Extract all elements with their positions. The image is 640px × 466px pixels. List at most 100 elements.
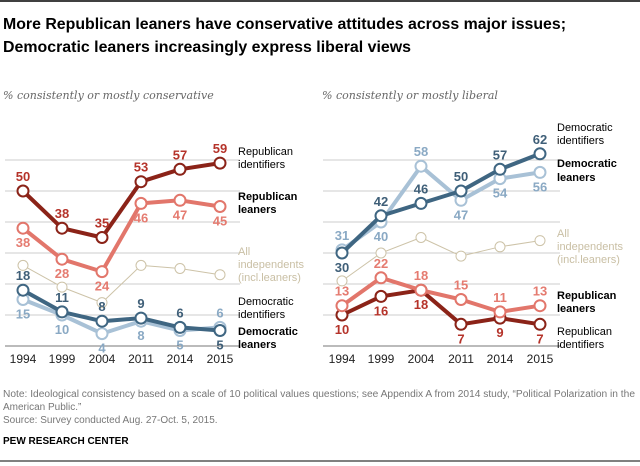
data-label: 47: [454, 207, 468, 222]
data-label: 47: [173, 207, 187, 222]
series-end-label: leaners: [557, 303, 596, 315]
data-point: [454, 317, 468, 331]
data-label: 54: [493, 186, 508, 201]
data-label: 10: [335, 322, 349, 337]
source-line: Source: Survey conducted Aug. 27-Oct. 5,…: [3, 415, 218, 426]
data-label: 24: [95, 279, 110, 294]
data-label: 56: [533, 179, 547, 194]
data-label: 4: [98, 341, 106, 356]
data-point: [134, 175, 148, 189]
data-point: [493, 162, 507, 176]
series-end-label: identifiers: [557, 135, 605, 147]
data-point: [16, 184, 30, 198]
data-point: [173, 320, 187, 334]
data-label: 46: [414, 181, 428, 196]
data-point: [95, 265, 109, 279]
data-label: 31: [335, 228, 349, 243]
series-line: [340, 164, 541, 252]
data-label: 46: [134, 210, 148, 225]
data-label: 8: [98, 299, 105, 314]
data-point: [134, 311, 148, 325]
series-end-label: Democratic: [557, 158, 617, 170]
series-line: [341, 237, 541, 282]
x-tick-label: 2014: [167, 352, 194, 366]
data-point: [95, 231, 109, 244]
series-line: [340, 275, 541, 314]
pew-logo-text: PEW RESEARCH CENTER: [3, 436, 129, 447]
data-point: [55, 305, 69, 319]
data-label: 6: [216, 305, 223, 320]
data-label: 13: [533, 284, 547, 299]
note-line-1: Note: Ideological consistency based on a…: [3, 389, 635, 400]
series-line: [340, 151, 541, 255]
data-point: [415, 232, 427, 243]
data-label: 35: [95, 216, 109, 231]
series-end-label: independents: [238, 259, 305, 271]
data-point: [414, 196, 428, 210]
data-label: 28: [55, 266, 69, 281]
data-label: 11: [55, 290, 69, 305]
data-point: [335, 246, 349, 260]
data-point: [493, 305, 507, 319]
data-point: [213, 324, 227, 337]
data-point: [213, 156, 227, 170]
data-point: [173, 193, 187, 207]
data-label: 15: [16, 307, 30, 322]
x-tick-label: 2011: [448, 352, 474, 366]
x-tick-label: 1994: [10, 352, 37, 366]
series-end-label: Democratic: [557, 122, 613, 134]
data-point: [96, 297, 108, 309]
series-end-label: identifiers: [557, 339, 605, 351]
series-end-label: leaners: [238, 204, 277, 216]
data-point: [533, 147, 547, 161]
data-point: [534, 235, 546, 247]
data-point: [55, 221, 69, 235]
data-label: 5: [176, 338, 183, 353]
series-line: [22, 264, 221, 304]
x-tick-label: 2015: [207, 352, 234, 366]
data-point: [494, 241, 506, 253]
data-point: [374, 289, 388, 303]
data-point: [56, 281, 68, 293]
data-point: [336, 275, 348, 287]
data-label: 50: [454, 169, 468, 184]
data-point: [533, 317, 547, 331]
data-label: 58: [414, 144, 428, 159]
x-tick-label: 2004: [89, 352, 116, 366]
series-end-label: All: [557, 228, 569, 240]
x-tick-label: 1999: [49, 352, 76, 366]
series-line: [22, 288, 221, 333]
series-end-label: leaners: [557, 172, 596, 184]
x-tick-label: 2011: [128, 352, 154, 366]
x-tick-label: 1994: [329, 352, 356, 366]
data-point: [17, 259, 29, 271]
data-point: [55, 252, 69, 266]
data-point: [533, 165, 547, 179]
series-line: [341, 288, 541, 327]
series-end-label: Republican: [557, 290, 617, 302]
panel-liberal: 1994 1999 2004 2011 2014 2015 Allindependents(…: [323, 122, 624, 366]
series-line: [21, 198, 221, 274]
data-point: [174, 263, 186, 274]
data-label: 9: [496, 325, 503, 340]
series-end-label: All: [238, 246, 250, 258]
data-point: [374, 271, 388, 285]
data-label: 38: [55, 206, 69, 221]
data-label: 18: [414, 297, 428, 312]
data-label: 42: [374, 194, 388, 209]
data-label: 40: [374, 229, 388, 244]
data-point: [374, 209, 388, 223]
data-label: 9: [137, 296, 144, 311]
panel-conservative: 1994 1999 2004 2011 2014 2015 Allindependents(…: [5, 141, 305, 366]
data-label: 59: [213, 141, 227, 156]
note-line-2: American Public.”: [3, 402, 81, 413]
data-label: 57: [493, 147, 507, 162]
data-label: 15: [454, 278, 468, 293]
